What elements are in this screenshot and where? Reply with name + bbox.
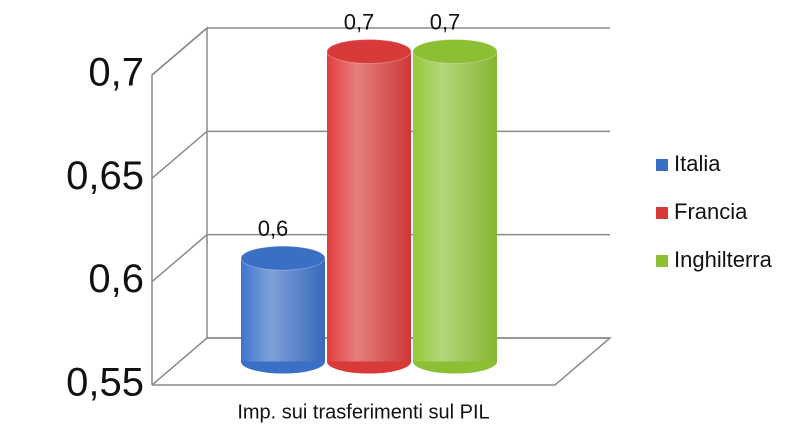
bar-bottom xyxy=(327,361,411,374)
bar xyxy=(241,258,325,362)
value-label: 0,6 xyxy=(258,216,289,241)
legend-label: Inghilterra xyxy=(674,247,773,272)
bar-top xyxy=(240,245,326,271)
legend-swatch xyxy=(656,255,668,267)
grid-line xyxy=(151,27,610,76)
bar-bottom xyxy=(413,361,497,374)
y-tick-label: 0,65 xyxy=(66,154,144,198)
legend-label: Italia xyxy=(674,151,721,176)
bar xyxy=(327,51,411,362)
bar-top xyxy=(326,39,412,64)
x-tick-label: Imp. sui trasferimenti sul PIL xyxy=(237,401,489,423)
y-tick-label: 0,7 xyxy=(88,51,144,95)
value-label: 0,7 xyxy=(430,9,461,34)
bar xyxy=(413,51,497,362)
bar-top xyxy=(412,39,498,64)
legend-label: Francia xyxy=(674,199,748,224)
y-tick-label: 0,55 xyxy=(66,361,144,405)
y-tick-label: 0,6 xyxy=(88,257,144,301)
bar-bottom xyxy=(241,361,325,374)
legend-swatch xyxy=(656,159,668,171)
legend-swatch xyxy=(656,207,668,219)
left-wall xyxy=(151,26,208,385)
value-label: 0,7 xyxy=(344,9,375,34)
